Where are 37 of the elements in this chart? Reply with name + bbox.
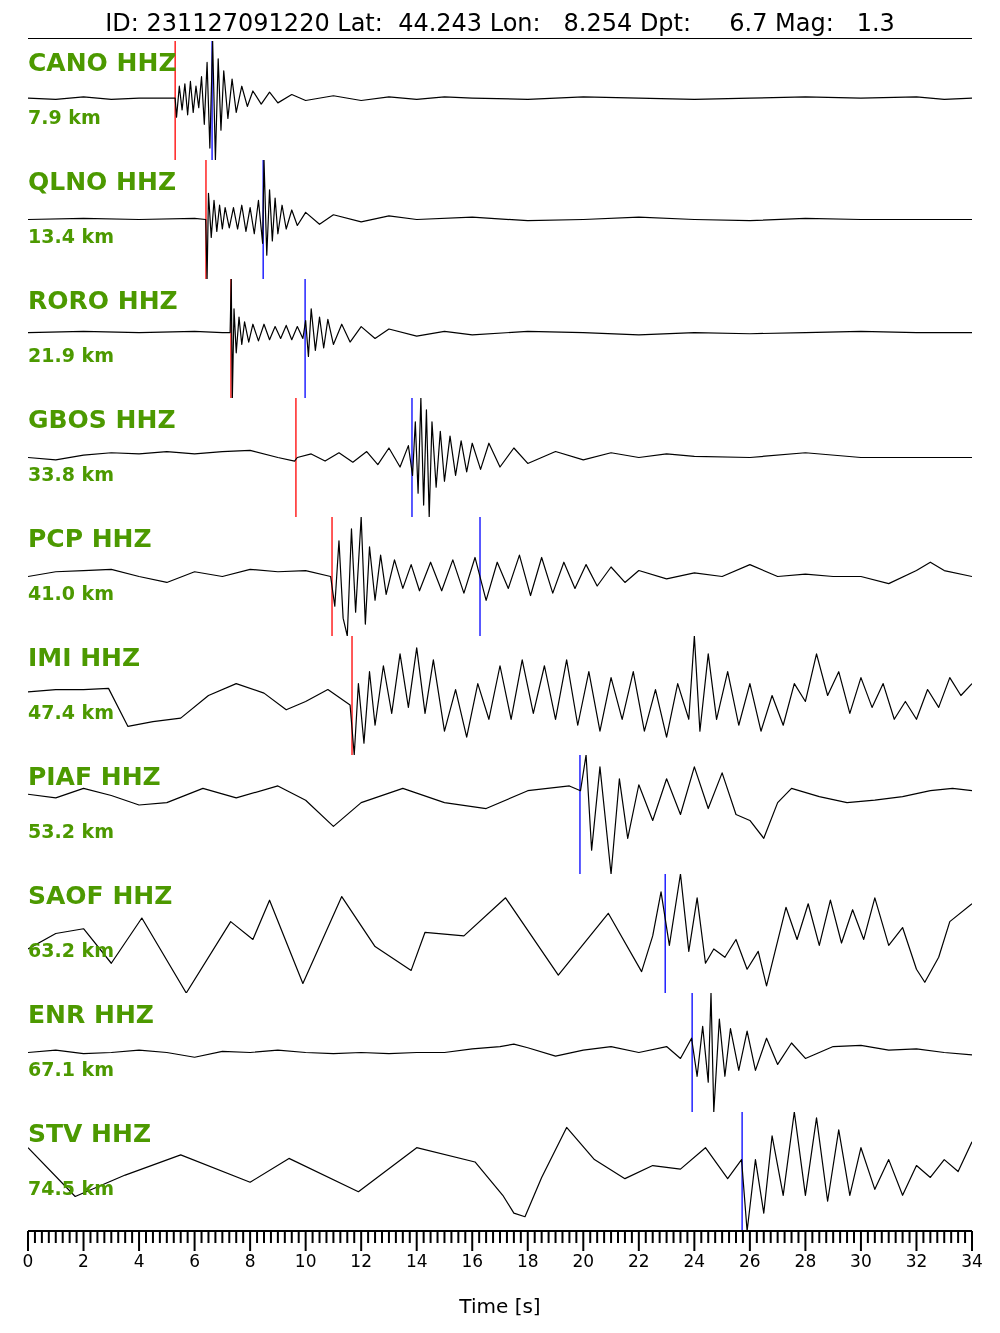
x-tick-label: 2 <box>78 1251 89 1271</box>
x-tick-label: 26 <box>739 1251 761 1271</box>
x-tick-label: 28 <box>794 1251 817 1271</box>
annotation: 47.4 km <box>28 701 114 723</box>
x-tick-label: 4 <box>133 1251 145 1271</box>
x-tick-label: 18 <box>516 1251 539 1271</box>
annotation: RORO HHZ <box>28 286 178 315</box>
annotation: 7.9 km <box>28 106 101 128</box>
annotation: STV HHZ <box>28 1119 152 1148</box>
x-tick-label: 32 <box>905 1251 928 1271</box>
annotation: ENR HHZ <box>28 1000 154 1029</box>
annotation: 13.4 km <box>28 225 114 247</box>
x-tick-label: 10 <box>294 1251 317 1271</box>
x-axis-title: Time [s] <box>458 1294 541 1318</box>
x-tick-label: 30 <box>850 1251 872 1271</box>
annotation: 21.9 km <box>28 344 114 366</box>
annotation: 67.1 km <box>28 1058 114 1080</box>
annotation: QLNO HHZ <box>28 167 177 196</box>
x-tick-label: 0 <box>22 1251 34 1271</box>
x-tick-label: 12 <box>350 1251 372 1271</box>
x-tick-label: 34 <box>961 1251 983 1271</box>
annotation: SAOF HHZ <box>28 881 173 910</box>
x-tick-label: 22 <box>628 1251 650 1271</box>
annotation: 53.2 km <box>28 820 114 842</box>
chart-title: ID: 231127091220 Lat: 44.243 Lon: 8.254 Dpt: 6.7 Mag: 1.3 <box>28 8 972 39</box>
x-tick-label: 24 <box>683 1251 706 1271</box>
annotation: GBOS HHZ <box>28 405 176 434</box>
annotation: PCP HHZ <box>28 524 152 553</box>
annotation: IMI HHZ <box>28 643 141 672</box>
x-tick-label: 16 <box>461 1251 484 1271</box>
annotation: 41.0 km <box>28 582 114 604</box>
annotation: PIAF HHZ <box>28 762 161 791</box>
x-tick-label: 20 <box>572 1251 595 1271</box>
x-tick-label: 8 <box>244 1251 256 1271</box>
x-tick-label: 6 <box>189 1251 200 1271</box>
annotation: 33.8 km <box>28 463 114 485</box>
x-tick-label: 14 <box>405 1251 428 1271</box>
